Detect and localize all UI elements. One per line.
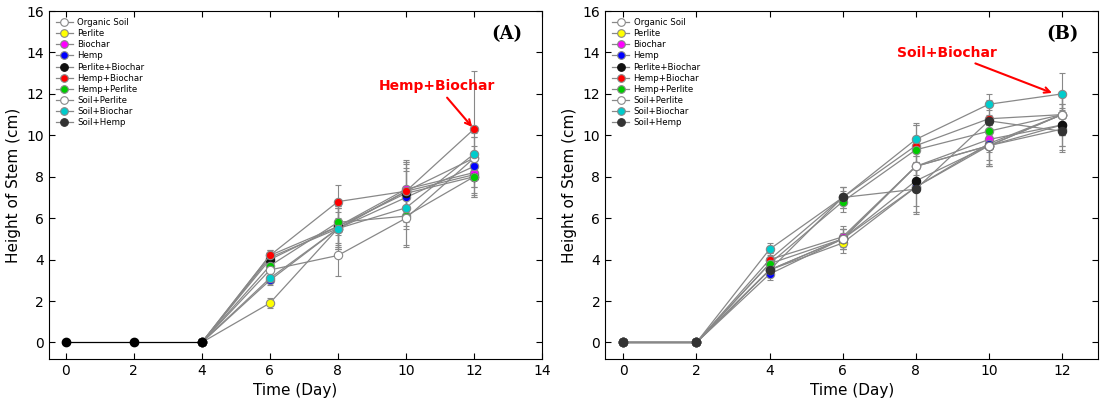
- Legend: Organic Soil, Perlite, Biochar, Hemp, Perlite+Biochar, Hemp+Biochar, Hemp+Perlit: Organic Soil, Perlite, Biochar, Hemp, Pe…: [53, 15, 147, 130]
- Legend: Organic Soil, Perlite, Biochar, Hemp, Perlite+Biochar, Hemp+Biochar, Hemp+Perlit: Organic Soil, Perlite, Biochar, Hemp, Pe…: [609, 15, 703, 130]
- X-axis label: Time (Day): Time (Day): [809, 383, 894, 398]
- X-axis label: Time (Day): Time (Day): [253, 383, 338, 398]
- Text: (B): (B): [1047, 25, 1079, 43]
- Text: (A): (A): [491, 25, 522, 43]
- Text: Hemp+Biochar: Hemp+Biochar: [379, 79, 495, 125]
- Text: Soil+Biochar: Soil+Biochar: [898, 46, 1050, 93]
- Y-axis label: Height of Stem (cm): Height of Stem (cm): [562, 107, 577, 263]
- Y-axis label: Height of Stem (cm): Height of Stem (cm): [6, 107, 21, 263]
